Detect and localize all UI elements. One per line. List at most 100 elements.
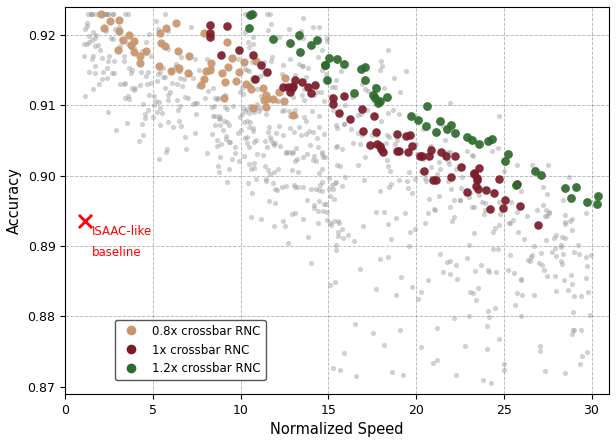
Point	[329, 196, 339, 203]
Point	[163, 91, 172, 98]
Point	[223, 64, 233, 71]
Point	[432, 170, 442, 178]
Point	[321, 200, 331, 207]
Point	[510, 301, 520, 309]
Point	[270, 186, 280, 193]
Point	[233, 130, 243, 137]
Point	[542, 190, 552, 198]
Point	[582, 262, 592, 269]
Point	[495, 221, 505, 228]
Point	[82, 23, 92, 30]
Point	[123, 92, 133, 99]
Point	[103, 52, 113, 59]
Point	[119, 57, 129, 64]
Point	[142, 49, 152, 56]
Point	[419, 174, 429, 182]
Point	[474, 186, 484, 193]
Point	[208, 85, 218, 92]
Point	[100, 25, 110, 32]
Point	[582, 209, 591, 216]
Point	[462, 188, 472, 195]
Point	[355, 111, 365, 118]
Point	[320, 98, 330, 105]
Point	[240, 135, 249, 142]
Point	[516, 187, 526, 194]
Point	[487, 379, 496, 386]
Point	[163, 118, 173, 125]
Point	[151, 17, 161, 24]
Point	[469, 230, 479, 237]
Point	[549, 234, 559, 242]
Point	[350, 321, 360, 328]
Point	[450, 314, 460, 321]
Point	[245, 25, 254, 32]
Point	[557, 234, 567, 241]
Point	[328, 94, 338, 101]
Point	[82, 41, 92, 48]
Point	[330, 83, 339, 90]
Point	[245, 102, 255, 109]
Point	[274, 89, 283, 96]
Point	[93, 42, 103, 49]
Point	[268, 36, 278, 43]
Point	[283, 239, 293, 246]
Point	[371, 128, 381, 135]
Point	[472, 284, 482, 291]
Point	[342, 231, 352, 238]
Point	[313, 35, 323, 42]
Point	[471, 297, 481, 304]
Point	[214, 115, 224, 123]
Point	[516, 276, 526, 283]
Point	[205, 21, 215, 28]
Point	[392, 147, 402, 155]
Point	[513, 228, 523, 235]
Point	[235, 89, 245, 96]
Point	[79, 40, 89, 48]
Point	[246, 214, 256, 221]
Point	[379, 209, 389, 216]
Point	[258, 84, 268, 91]
Point	[116, 35, 126, 42]
Point	[572, 184, 582, 191]
Point	[386, 181, 395, 188]
Point	[489, 190, 499, 197]
Point	[365, 142, 375, 149]
Point	[334, 220, 344, 227]
Point	[442, 126, 452, 133]
Point	[262, 68, 272, 75]
Point	[413, 116, 423, 123]
Point	[141, 39, 151, 46]
Point	[386, 235, 395, 242]
Point	[264, 124, 274, 131]
Point	[392, 131, 402, 138]
Point	[490, 224, 500, 231]
Point	[384, 133, 394, 140]
Point	[322, 37, 332, 44]
Point	[315, 124, 325, 131]
Point	[201, 67, 211, 75]
Point	[154, 63, 164, 70]
Point	[99, 10, 108, 17]
Point	[395, 274, 405, 281]
Point	[404, 242, 414, 250]
Point	[481, 186, 491, 193]
Point	[436, 149, 446, 156]
Point	[424, 195, 434, 202]
Point	[153, 70, 163, 77]
Point	[216, 114, 225, 121]
Point	[377, 62, 387, 69]
Point	[527, 251, 537, 258]
Point	[278, 218, 288, 225]
Point	[206, 60, 216, 67]
Point	[297, 92, 307, 99]
Point	[469, 153, 479, 160]
Point	[418, 125, 428, 132]
Point	[307, 107, 317, 114]
Point	[320, 62, 330, 69]
Point	[484, 269, 494, 276]
Point	[90, 34, 100, 41]
Point	[127, 85, 137, 92]
Point	[542, 272, 552, 279]
Point	[340, 174, 350, 181]
Point	[337, 225, 347, 232]
